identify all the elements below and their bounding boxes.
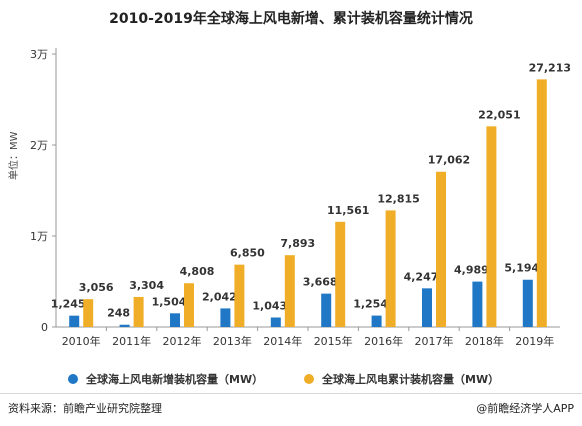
bar-new	[472, 281, 483, 327]
bar-cumulative	[335, 221, 346, 327]
data-label-new: 1,043	[252, 300, 287, 313]
footer-brand: @前瞻经济学人APP	[476, 402, 574, 415]
legend-item-cumulative: 全球海上风电累计装机容量（MW）	[304, 371, 499, 387]
data-label-cumulative: 3,056	[79, 281, 114, 294]
bar-cumulative	[536, 79, 547, 328]
x-tick-label: 2012年	[163, 334, 202, 348]
data-label-cumulative: 27,213	[529, 61, 571, 74]
bar-new	[321, 293, 332, 327]
chart-title: 2010-2019年全球海上风电新增、累计装机容量统计情况	[109, 11, 473, 27]
data-label-cumulative: 11,561	[327, 204, 369, 217]
y-tick-label: 3万	[30, 48, 48, 61]
data-label-cumulative: 3,304	[129, 279, 164, 292]
bar-new	[522, 279, 533, 327]
data-label-cumulative: 4,808	[180, 265, 215, 278]
x-tick-label: 2016年	[364, 334, 403, 348]
bar-new	[220, 308, 231, 327]
bar-new	[170, 313, 180, 327]
x-tick-label: 2017年	[415, 334, 454, 348]
data-label-cumulative: 12,815	[377, 192, 419, 205]
x-tick-label: 2015年	[314, 334, 353, 348]
data-label-new: 1,254	[353, 298, 388, 311]
bar-cumulative	[436, 171, 446, 327]
data-label-new: 2,042	[202, 290, 237, 303]
x-tick-label: 2014年	[263, 334, 302, 348]
bar-chart: 0 1万 2万 3万 2010年 1,245 3,056 2011年 248 3,304 2012年…	[30, 48, 571, 348]
bar-cumulative	[83, 299, 94, 327]
data-label-cumulative: 17,062	[428, 154, 470, 167]
bar-new	[119, 324, 130, 327]
legend-swatch-new	[68, 374, 78, 384]
x-tick-label: 2019年	[515, 334, 554, 348]
y-tick-label: 0	[41, 321, 48, 334]
data-label-new: 248	[107, 307, 130, 320]
bar-new	[371, 315, 382, 327]
bar-cumulative	[385, 210, 396, 327]
bar-cumulative	[133, 296, 144, 327]
data-label-new: 5,194	[504, 262, 539, 275]
bar-cumulative	[486, 126, 497, 327]
bar-new	[270, 317, 281, 327]
footer-source: 资料来源：前瞻产业研究院整理	[8, 402, 162, 415]
legend-label-cumulative: 全球海上风电累计装机容量（MW）	[322, 373, 500, 386]
data-label-cumulative: 7,893	[280, 237, 315, 250]
data-label-new: 1,245	[51, 298, 86, 311]
legend-swatch-cumulative	[304, 374, 314, 384]
footer-divider	[0, 393, 582, 394]
data-label-cumulative: 6,850	[230, 247, 265, 260]
bar-cumulative	[184, 283, 194, 327]
bar-new	[422, 288, 432, 327]
bar-new	[69, 315, 80, 327]
bar-cumulative	[234, 264, 245, 327]
data-label-new: 1,504	[152, 295, 187, 308]
x-tick-label: 2011年	[112, 334, 151, 348]
data-label-new: 4,989	[454, 264, 489, 277]
data-label-new: 3,668	[303, 276, 338, 289]
x-tick-label: 2013年	[213, 334, 252, 348]
bar-cumulative	[284, 255, 295, 327]
data-label-new: 4,247	[404, 270, 439, 283]
x-tick-label: 2010年	[62, 334, 101, 348]
y-tick-label: 2万	[30, 139, 48, 152]
y-tick-label: 1万	[30, 230, 48, 243]
x-tick-label: 2018年	[465, 334, 504, 348]
legend-label-new: 全球海上风电新增装机容量（MW）	[86, 373, 264, 386]
data-label-cumulative: 22,051	[478, 108, 520, 121]
legend-item-new: 全球海上风电新增装机容量（MW）	[68, 371, 263, 387]
